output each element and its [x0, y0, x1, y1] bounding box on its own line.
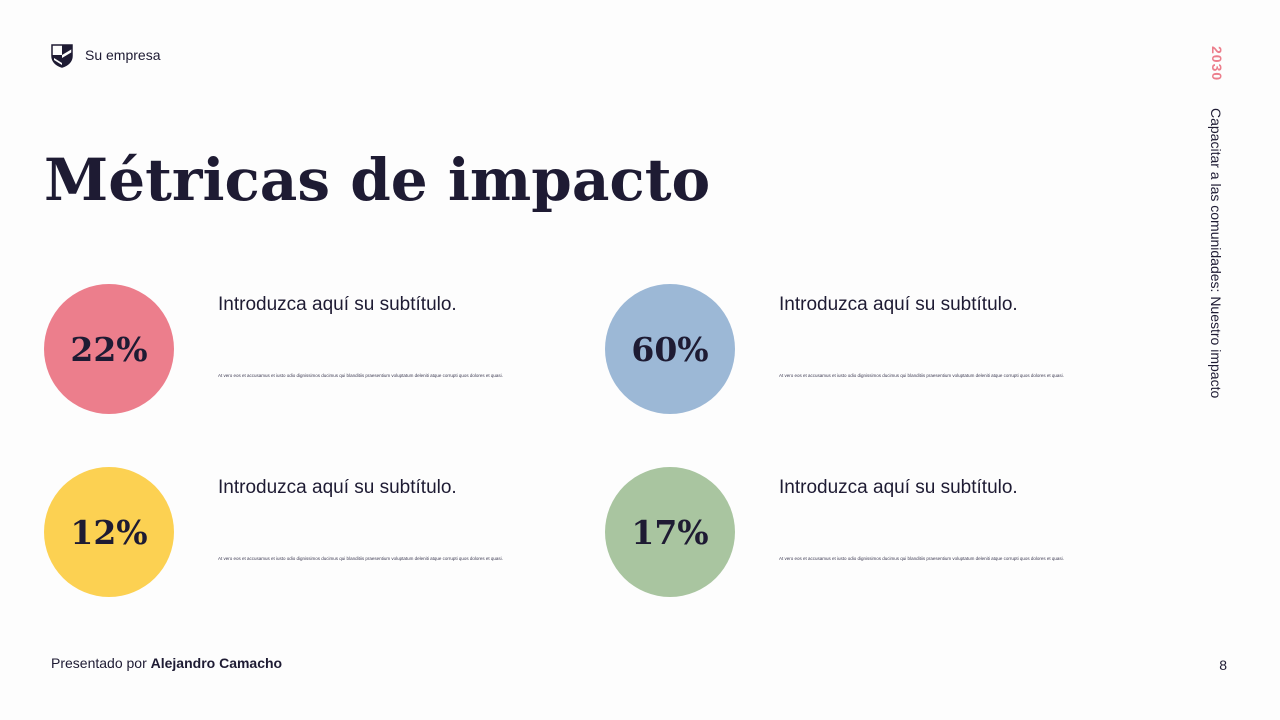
metric-description: At vero eos et accusamus et iusto odio d…: [218, 556, 503, 561]
metric-subtitle: Introduzca aquí su subtítulo.: [779, 294, 1018, 315]
metric-subtitle: Introduzca aquí su subtítulo.: [218, 477, 457, 498]
metric-circle: 17%: [605, 467, 735, 597]
metric-description: At vero eos et accusamus et iusto odio d…: [779, 556, 1064, 561]
metric-card: 17% Introduzca aquí su subtítulo. At ver…: [605, 467, 1145, 607]
metric-value: 12%: [70, 512, 148, 552]
metric-circle: 22%: [44, 284, 174, 414]
page-number: 8: [1219, 657, 1227, 673]
metric-subtitle: Introduzca aquí su subtítulo.: [779, 477, 1018, 498]
metric-description: At vero eos et accusamus et iusto odio d…: [218, 373, 503, 378]
presented-by-label: Presentado por: [51, 655, 147, 671]
section-caption: Capacitar a las comunidades: Nuestro imp…: [1208, 108, 1224, 399]
metric-card: 60% Introduzca aquí su subtítulo. At ver…: [605, 284, 1145, 424]
shield-logo-icon: [51, 44, 73, 68]
metric-subtitle: Introduzca aquí su subtítulo.: [218, 294, 457, 315]
metric-circle: 60%: [605, 284, 735, 414]
metric-value: 60%: [631, 329, 709, 369]
metric-value: 17%: [631, 512, 709, 552]
metric-card: 22% Introduzca aquí su subtítulo. At ver…: [44, 284, 584, 424]
company-name: Su empresa: [85, 47, 161, 63]
presenter-name: Alejandro Camacho: [150, 655, 283, 671]
metric-card: 12% Introduzca aquí su subtítulo. At ver…: [44, 467, 584, 607]
metric-description: At vero eos et accusamus et iusto odio d…: [779, 373, 1064, 378]
metric-circle: 12%: [44, 467, 174, 597]
presenter-credit: Presentado por Alejandro Camacho: [51, 655, 282, 671]
year-label: 2030: [1209, 46, 1225, 82]
metric-value: 22%: [70, 329, 148, 369]
page-title: Métricas de impacto: [44, 146, 711, 214]
